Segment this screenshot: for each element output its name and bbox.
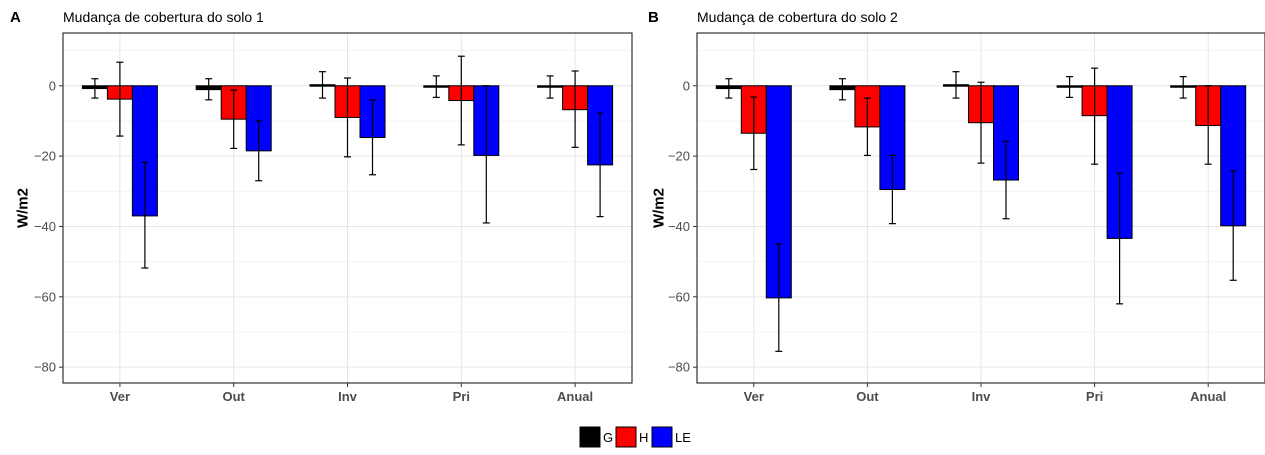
legend-label: H: [639, 430, 648, 445]
error-bar-h: [116, 61, 124, 137]
error-bar-h: [750, 96, 758, 171]
error-bar-g: [725, 78, 733, 99]
x-tick-label: Out: [223, 389, 246, 404]
y-tick-label: −20: [34, 149, 56, 164]
error-bar-le: [482, 85, 490, 224]
error-bar-h: [1204, 85, 1212, 165]
panel-b: 0 −20 −40 −60 −80 Ver Out Inv Pri Anual W/m2 B Mudan…: [648, 9, 1265, 404]
error-bar-g: [1066, 76, 1074, 98]
error-bar-le: [888, 154, 896, 225]
panel-tag: B: [648, 9, 659, 26]
error-bar-h: [457, 55, 465, 146]
error-bar-g: [838, 78, 846, 101]
error-bar-h: [863, 97, 871, 157]
y-tick-label: −80: [34, 360, 56, 375]
error-bar-g: [205, 78, 213, 101]
y-axis-label: W/m2: [650, 188, 667, 228]
panel-title: Mudança de cobertura do solo 1: [63, 9, 264, 25]
legend-item-le: LE: [651, 426, 691, 448]
panel-tag: A: [10, 9, 21, 26]
x-tick-label: Ver: [744, 389, 764, 404]
error-bar-g: [952, 71, 960, 99]
error-bar-le: [596, 112, 604, 218]
error-bar-h: [977, 81, 985, 164]
error-bar-le: [369, 99, 376, 176]
y-axis-label: W/m2: [14, 188, 31, 228]
x-tick-label: Ver: [110, 389, 130, 404]
y-tick-label: −40: [668, 219, 690, 234]
legend-key-le: [651, 426, 673, 448]
y-tick-label: 0: [683, 78, 690, 93]
x-tick-label: Out: [856, 389, 879, 404]
error-bar-h: [1091, 67, 1099, 165]
x-tick-label: Inv: [972, 389, 992, 404]
y-tick-label: −40: [34, 219, 56, 234]
error-bar-h: [230, 89, 238, 149]
legend-key-h: [615, 426, 637, 448]
error-bar-le: [1116, 172, 1124, 305]
x-tick-label: Anual: [557, 389, 593, 404]
legend-label: G: [603, 430, 613, 445]
error-bar-g: [432, 75, 440, 98]
y-tick-label: −80: [668, 360, 690, 375]
error-bar-le: [775, 243, 783, 352]
y-tick-label: 0: [49, 78, 56, 93]
error-bar-g: [91, 78, 99, 99]
error-bar-h: [571, 70, 579, 148]
legend-key-g: [579, 426, 601, 448]
x-tick-label: Inv: [338, 389, 358, 404]
error-bar-g: [546, 75, 554, 99]
error-bar-le: [1002, 140, 1010, 220]
y-tick-label: −60: [668, 289, 690, 304]
x-tick-label: Pri: [453, 389, 470, 404]
panel-a: 0 −20 −40 −60 −80 Ver Out Inv Pri Anual W/m2 A Mudan…: [10, 9, 633, 404]
error-bar-h: [344, 77, 351, 158]
y-tick-label: −20: [668, 149, 690, 164]
panel-title: Mudança de cobertura do solo 2: [697, 9, 898, 25]
x-tick-label: Pri: [1086, 389, 1103, 404]
legend-label: LE: [675, 430, 691, 445]
error-bar-g: [319, 71, 326, 99]
y-tick-label: −60: [34, 289, 56, 304]
legend: G H LE: [579, 426, 691, 448]
x-tick-label: Anual: [1190, 389, 1226, 404]
legend-item-h: H: [615, 426, 648, 448]
error-bar-le: [1229, 170, 1237, 281]
error-bar-g: [1179, 76, 1187, 99]
legend-item-g: G: [579, 426, 613, 448]
error-bar-le: [141, 161, 149, 269]
error-bar-le: [255, 120, 263, 182]
